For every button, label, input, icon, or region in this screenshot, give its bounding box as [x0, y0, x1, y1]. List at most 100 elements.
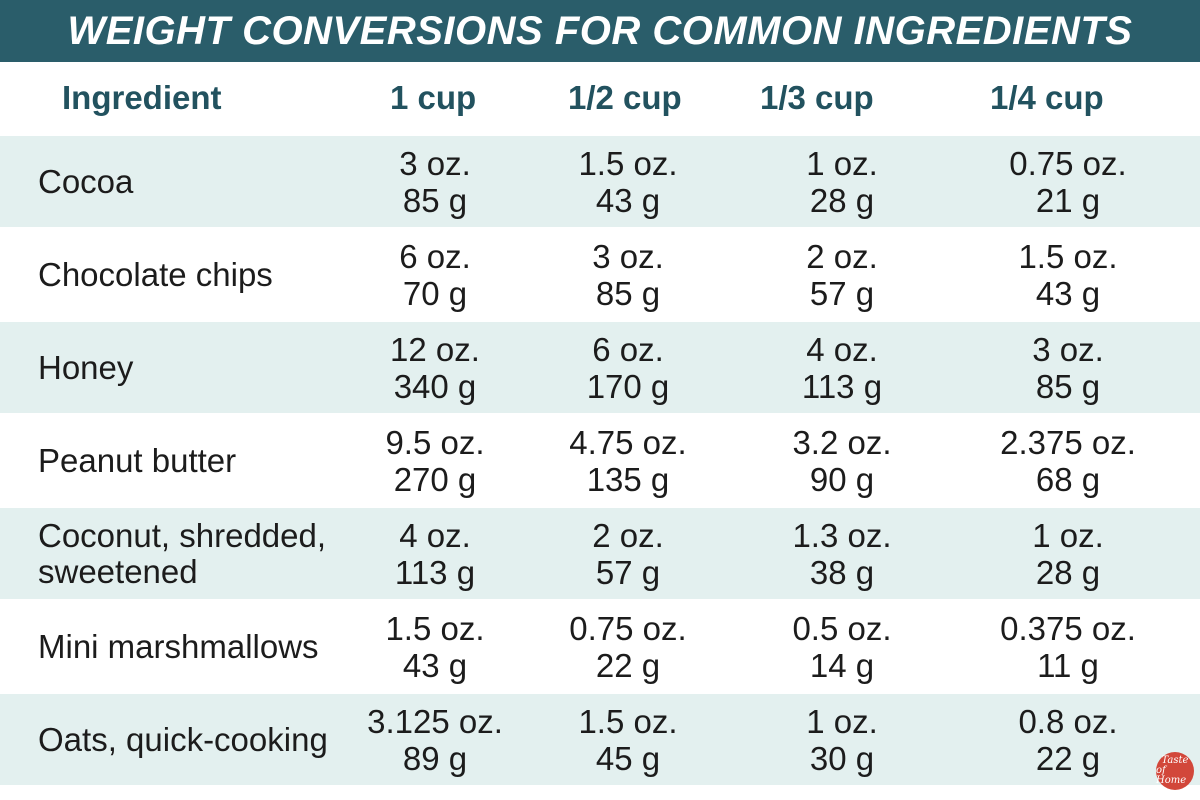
ingredient-name: Coconut, shredded, sweetened	[38, 516, 327, 590]
measurement-cell: 1.5 oz. 43 g	[968, 229, 1168, 320]
table-header: Ingredient 1 cup 1/2 cup 1/3 cup 1/4 cup	[0, 62, 1200, 134]
ingredient-name: Honey	[38, 348, 134, 386]
grams-value: 68 g	[1035, 460, 1101, 498]
measurement-cell: 0.75 oz. 21 g	[968, 136, 1168, 227]
ounces-value: 6 oz.	[592, 330, 664, 368]
table-row: Cocoa 3 oz. 85 g 1.5 oz. 43 g 1 oz. 28 g 0.75 o…	[0, 134, 1200, 227]
measurement-cell: 3 oz. 85 g	[335, 136, 535, 227]
ounces-value: 2 oz.	[592, 516, 664, 554]
measurement-cell: 2 oz. 57 g	[742, 229, 942, 320]
measurement-cell: 1.5 oz. 43 g	[335, 601, 535, 692]
ounces-value: 6 oz.	[399, 237, 471, 275]
measurement-cell: 1 oz. 30 g	[742, 694, 942, 785]
grams-value: 70 g	[402, 274, 468, 312]
grams-value: 22 g	[1035, 739, 1101, 777]
ounces-value: 9.5 oz.	[385, 423, 485, 461]
grams-value: 28 g	[809, 181, 875, 219]
ounces-value: 1 oz.	[806, 144, 878, 182]
ounces-value: 0.8 oz.	[1018, 702, 1118, 740]
grams-value: 270 g	[393, 460, 477, 498]
measurement-cell: 2 oz. 57 g	[528, 508, 728, 599]
measurement-cell: 1 oz. 28 g	[742, 136, 942, 227]
ounces-value: 3 oz.	[399, 144, 471, 182]
measurement-cell: 0.8 oz. 22 g	[968, 694, 1168, 785]
ounces-value: 0.5 oz.	[792, 609, 892, 647]
measurement-cell: 1 oz. 28 g	[968, 508, 1168, 599]
grams-value: 28 g	[1035, 553, 1101, 591]
measurement-cell: 0.5 oz. 14 g	[742, 601, 942, 692]
ounces-value: 3 oz.	[592, 237, 664, 275]
measurement-cell: 0.75 oz. 22 g	[528, 601, 728, 692]
measurement-cell: 3.2 oz. 90 g	[742, 415, 942, 506]
measurement-cell: 3 oz. 85 g	[968, 322, 1168, 413]
grams-value: 113 g	[801, 367, 883, 405]
column-header-1-cup: 1 cup	[390, 79, 477, 116]
ingredient-name: Mini marshmallows	[38, 627, 319, 665]
table-row: Mini marshmallows 1.5 oz. 43 g 0.75 oz. 22 g…	[0, 599, 1200, 692]
grams-value: 170 g	[586, 367, 670, 405]
logo-line-1: Taste	[1161, 755, 1189, 766]
grams-value: 85 g	[595, 274, 661, 312]
measurement-cell: 2.375 oz. 68 g	[968, 415, 1168, 506]
ounces-value: 4 oz.	[399, 516, 471, 554]
grams-value: 30 g	[809, 739, 875, 777]
ounces-value: 0.75 oz.	[1009, 144, 1127, 182]
ingredient-name: Peanut butter	[38, 441, 237, 479]
grams-value: 45 g	[595, 739, 661, 777]
grams-value: 85 g	[1035, 367, 1101, 405]
ingredient-name: Oats, quick-cooking	[38, 720, 328, 758]
table-row: Oats, quick-cooking 3.125 oz. 89 g 1.5 oz. 4…	[0, 692, 1200, 785]
grams-value: 57 g	[809, 274, 875, 312]
column-header-ingredient: Ingredient	[62, 79, 222, 116]
measurement-cell: 1.3 oz. 38 g	[742, 508, 942, 599]
grams-value: 43 g	[1035, 274, 1101, 312]
grams-value: 135 g	[586, 460, 670, 498]
grams-value: 90 g	[809, 460, 875, 498]
ounces-value: 1.5 oz.	[578, 702, 678, 740]
measurement-cell: 1.5 oz. 45 g	[528, 694, 728, 785]
measurement-cell: 3 oz. 85 g	[528, 229, 728, 320]
column-header-half-cup: 1/2 cup	[568, 79, 682, 116]
ingredient-name: Cocoa	[38, 162, 134, 200]
ounces-value: 0.75 oz.	[569, 609, 687, 647]
measurement-cell: 12 oz. 340 g	[335, 322, 535, 413]
measurement-cell: 6 oz. 170 g	[528, 322, 728, 413]
grams-value: 85 g	[402, 181, 468, 219]
grams-value: 38 g	[809, 553, 875, 591]
measurement-cell: 4 oz. 113 g	[335, 508, 535, 599]
column-header-quarter-cup: 1/4 cup	[990, 79, 1104, 116]
ounces-value: 3 oz.	[1032, 330, 1104, 368]
ounces-value: 1.5 oz.	[385, 609, 485, 647]
grams-value: 22 g	[595, 646, 661, 684]
ounces-value: 1 oz.	[806, 702, 878, 740]
grams-value: 113 g	[394, 553, 476, 591]
measurement-cell: 0.375 oz. 11 g	[968, 601, 1168, 692]
ounces-value: 4.75 oz.	[569, 423, 687, 461]
ounces-value: 4 oz.	[806, 330, 878, 368]
ounces-value: 2 oz.	[806, 237, 878, 275]
measurement-cell: 9.5 oz. 270 g	[335, 415, 535, 506]
table-row: Peanut butter 9.5 oz. 270 g 4.75 oz. 135 g 3.…	[0, 413, 1200, 506]
ounces-value: 1.5 oz.	[1018, 237, 1118, 275]
measurement-cell: 4 oz. 113 g	[742, 322, 942, 413]
ounces-value: 1.5 oz.	[578, 144, 678, 182]
ounces-value: 3.125 oz.	[367, 702, 503, 740]
ounces-value: 12 oz.	[390, 330, 480, 368]
taste-of-home-logo: Taste of Home	[1156, 752, 1194, 790]
ounces-value: 0.375 oz.	[1000, 609, 1136, 647]
ounces-value: 3.2 oz.	[792, 423, 892, 461]
grams-value: 43 g	[595, 181, 661, 219]
column-header-third-cup: 1/3 cup	[760, 79, 874, 116]
ingredient-name: Chocolate chips	[38, 255, 273, 293]
grams-value: 57 g	[595, 553, 661, 591]
measurement-cell: 3.125 oz. 89 g	[335, 694, 535, 785]
grams-value: 11 g	[1037, 646, 1099, 684]
ounces-value: 1.3 oz.	[792, 516, 892, 554]
grams-value: 43 g	[402, 646, 468, 684]
page-title: WEIGHT CONVERSIONS FOR COMMON INGREDIENT…	[67, 8, 1133, 53]
grams-value: 340 g	[393, 367, 477, 405]
